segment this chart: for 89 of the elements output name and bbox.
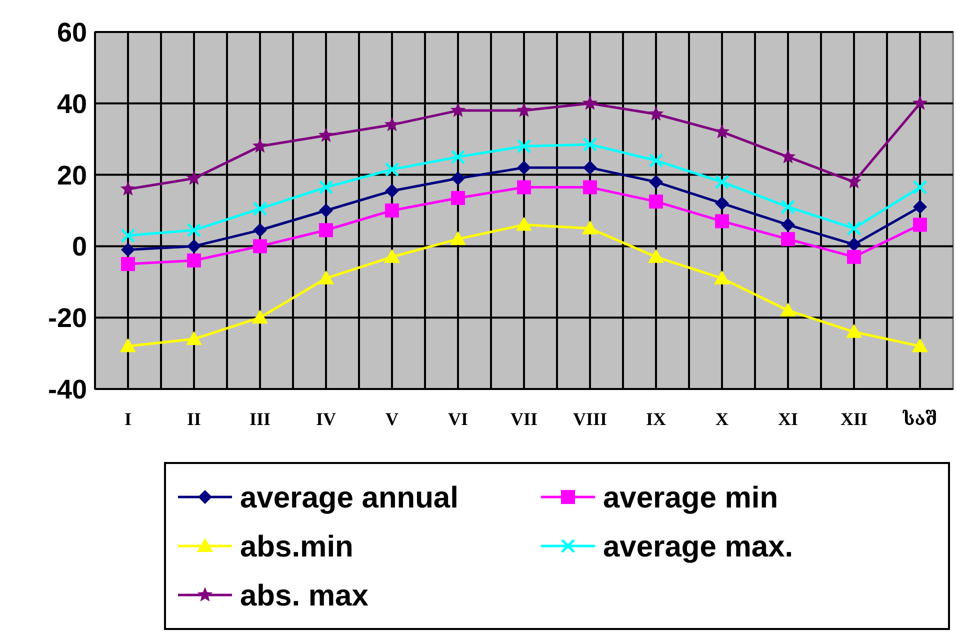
point xyxy=(384,162,400,177)
point xyxy=(187,239,201,254)
point xyxy=(451,171,465,186)
point xyxy=(186,331,202,346)
legend-label: average max. xyxy=(603,530,794,564)
point xyxy=(912,180,928,195)
x-tick-label: X xyxy=(716,409,728,429)
y-tick-label: 40 xyxy=(56,88,87,119)
point xyxy=(186,170,202,185)
point xyxy=(648,106,664,121)
legend-label: abs.min xyxy=(240,530,354,564)
point xyxy=(450,150,466,164)
point xyxy=(847,237,861,252)
point xyxy=(187,253,201,268)
point xyxy=(912,338,928,352)
point xyxy=(582,220,598,234)
point xyxy=(912,95,928,110)
point xyxy=(121,242,135,257)
x-tick-label: II xyxy=(186,409,202,429)
point xyxy=(121,257,135,272)
point xyxy=(582,137,598,152)
point xyxy=(252,201,268,216)
point xyxy=(846,324,862,338)
x-tick-label: V xyxy=(386,409,398,429)
y-tick-label: 60 xyxy=(56,17,87,48)
x-tick-label: VII xyxy=(510,409,538,429)
point xyxy=(913,200,927,214)
point xyxy=(846,174,862,188)
point xyxy=(846,221,862,236)
point xyxy=(319,223,333,238)
point xyxy=(780,302,796,316)
point xyxy=(385,204,399,218)
point xyxy=(186,222,202,238)
point xyxy=(715,196,729,210)
y-tick-label: -20 xyxy=(48,303,87,334)
point xyxy=(516,216,532,231)
y-tick-label: 20 xyxy=(56,160,87,190)
point xyxy=(318,270,334,284)
point xyxy=(253,223,267,238)
point xyxy=(714,124,730,138)
point xyxy=(913,218,927,232)
x-tick-label: XII xyxy=(840,409,868,429)
point xyxy=(252,310,268,324)
x-tick-label: საშ xyxy=(902,409,938,429)
point xyxy=(648,153,664,168)
x-tick-label: VIII xyxy=(572,409,608,429)
point xyxy=(582,95,598,110)
point xyxy=(516,138,532,154)
point xyxy=(253,239,267,254)
point xyxy=(847,250,861,264)
point xyxy=(120,228,136,243)
x-tick-label: IV xyxy=(316,409,336,429)
legend-label: average annual xyxy=(240,482,458,514)
x-tick-label: III xyxy=(249,409,271,429)
point xyxy=(715,214,729,228)
point xyxy=(517,160,531,175)
y-tick-label: -40 xyxy=(48,374,87,404)
point xyxy=(319,204,333,218)
point xyxy=(648,248,664,263)
point xyxy=(384,248,400,263)
point xyxy=(780,148,796,164)
y-tick-label: 0 xyxy=(72,232,87,262)
point xyxy=(781,232,795,246)
point xyxy=(451,191,465,206)
point xyxy=(583,160,597,175)
x-tick-label: XI xyxy=(778,409,798,429)
point xyxy=(450,231,466,246)
point xyxy=(120,338,136,352)
point xyxy=(714,270,730,284)
x-tick-label: VI xyxy=(448,409,468,429)
point xyxy=(649,194,663,209)
point xyxy=(450,102,466,118)
x-tick-label: IX xyxy=(646,409,666,429)
legend-label: abs. max xyxy=(240,580,369,612)
point xyxy=(517,180,531,194)
point xyxy=(120,181,136,196)
point xyxy=(714,174,730,190)
legend-label: average min xyxy=(603,482,778,514)
point xyxy=(649,174,663,189)
point xyxy=(384,116,400,132)
point xyxy=(252,138,268,153)
x-tick-label: I xyxy=(124,409,132,429)
point xyxy=(318,128,334,142)
point xyxy=(780,200,796,214)
point xyxy=(583,180,597,194)
point xyxy=(318,180,334,195)
point xyxy=(516,102,532,118)
point xyxy=(781,218,795,232)
point xyxy=(385,184,399,198)
